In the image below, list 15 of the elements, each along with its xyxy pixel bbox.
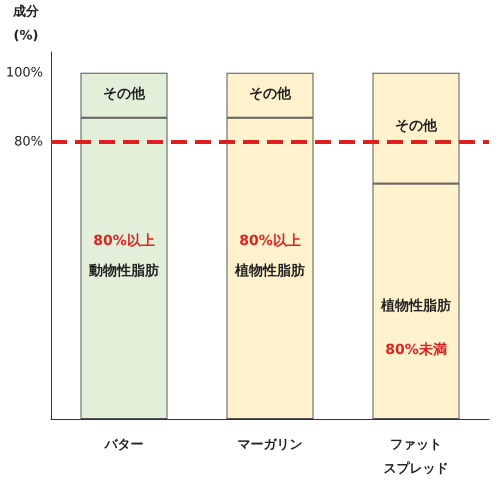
y-axis-title: 成分 (%) [12,4,40,44]
annotation: 動物性脂肪 [88,262,159,279]
y-tick-label: 80% [14,134,43,150]
annotation: その他 [395,118,438,134]
x-tick-label: ファットスプレッド [384,438,448,476]
annotation: 80%以上 [93,233,155,249]
annotation: 80%以上 [239,233,301,249]
annotation: 植物性脂肪 [380,297,451,314]
annotation: 植物性脂肪 [234,262,305,279]
x-tick-label: マーガリン [238,438,302,452]
annotation: その他 [103,86,146,102]
x-tick-label: バター [104,438,144,452]
annotation: 80%未満 [385,342,447,358]
y-tick-label: 100% [6,65,43,80]
annotation: その他 [249,86,292,102]
